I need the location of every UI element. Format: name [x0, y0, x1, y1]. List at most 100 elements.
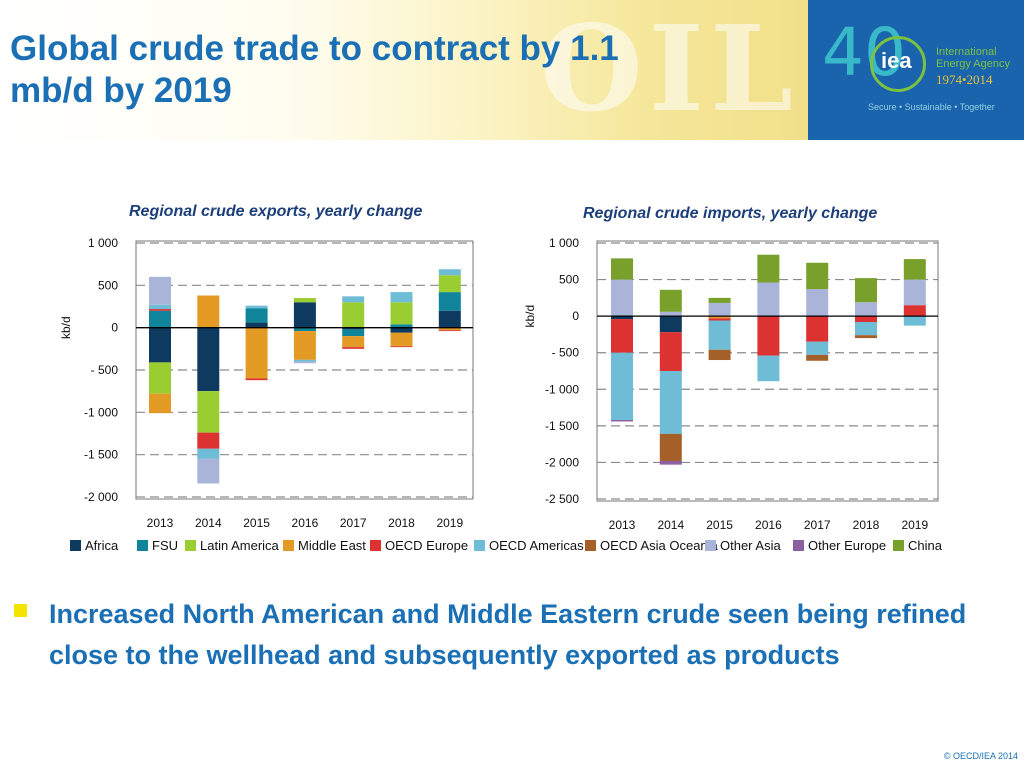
- exports-bar-segment: [390, 327, 413, 333]
- imports-bar-segment: [757, 282, 780, 317]
- chart-legend: Africa FSU Latin America Middle East OECD Eu…: [70, 538, 970, 556]
- exports-bar-segment: [342, 302, 365, 328]
- imports-bar-segment: [806, 316, 829, 342]
- imports-x-tick-label: 2019: [901, 518, 928, 532]
- exports-bar-segment: [245, 308, 268, 323]
- legend-label: Other Europe: [808, 538, 887, 553]
- imports-bar-segment: [708, 320, 731, 350]
- header-banner: [0, 0, 808, 140]
- exports-bar-segment: [438, 275, 461, 293]
- exports-bar-segment: [293, 302, 316, 328]
- legend-item: Other Asia: [705, 538, 781, 553]
- exports-bar-segment: [342, 327, 365, 330]
- legend-swatch: [793, 540, 804, 551]
- imports-bar-segment: [708, 318, 731, 321]
- exports-bar-segment: [390, 346, 413, 348]
- imports-y-tick-label: -1 000: [545, 382, 579, 396]
- copyright: © OECD/IEA 2014: [943, 751, 1018, 761]
- exports-x-tick-label: 2016: [292, 516, 319, 530]
- imports-bar-segment: [757, 355, 780, 382]
- exports-y-axis-label: kb/d: [59, 316, 73, 339]
- legend-swatch: [70, 540, 81, 551]
- imports-bar-segment: [903, 259, 926, 280]
- legend-swatch: [137, 540, 148, 551]
- imports-bar-segment: [708, 302, 731, 317]
- logo-tagline: Secure • Sustainable • Together: [868, 102, 995, 112]
- exports-bar-segment: [197, 432, 220, 449]
- logo-line-2: Energy Agency: [936, 58, 1010, 70]
- imports-bar-segment: [659, 433, 682, 461]
- exports-x-tick-label: 2014: [195, 516, 222, 530]
- imports-x-tick-label: 2015: [706, 518, 733, 532]
- exports-bar-segment: [149, 327, 171, 363]
- imports-y-tick-label: 500: [559, 273, 579, 287]
- imports-bar-segment: [611, 316, 633, 320]
- imports-bar-segment: [659, 371, 682, 434]
- exports-bar-segment: [438, 327, 461, 331]
- imports-x-tick-label: 2018: [853, 518, 880, 532]
- exports-chart: 1 000 500 0 - 500 -1 000 -1 500 -2 000 2013 2014…: [59, 236, 474, 530]
- imports-x-tick-label: 2017: [804, 518, 831, 532]
- imports-bar-segment: [806, 354, 829, 361]
- imports-y-tick-label: - 500: [552, 346, 580, 360]
- imports-bar-segment: [611, 258, 633, 280]
- legend-item: Middle East: [283, 538, 366, 553]
- imports-y-tick-label: -1 500: [545, 419, 579, 433]
- imports-y-axis-label: kb/d: [523, 305, 537, 328]
- legend-label: OECD Asia Oceania: [600, 538, 718, 553]
- exports-y-tick-label: -1 000: [84, 405, 118, 419]
- imports-chart: 1 000 500 0 - 500 -1 000 -1 500 -2 000 -2 500 20…: [523, 236, 939, 532]
- exports-bar-segment: [293, 331, 316, 360]
- exports-bar-segment: [245, 305, 268, 309]
- exports-bar-segment: [245, 327, 268, 379]
- imports-x-tick-label: 2013: [609, 518, 636, 532]
- exports-bar-segment: [438, 269, 461, 276]
- logo-line-1: International: [936, 46, 997, 58]
- charts-canvas: 1 000 500 0 - 500 -1 000 -1 500 -2 000 2013 2014…: [59, 236, 939, 532]
- exports-bar-segment: [293, 298, 316, 303]
- bullet-square-icon: [14, 604, 27, 617]
- exports-bar-segment: [438, 292, 461, 311]
- exports-y-tick-label: 0: [111, 321, 118, 335]
- imports-bar-segment: [659, 460, 682, 465]
- legend-label: Middle East: [298, 538, 366, 553]
- imports-x-tick-label: 2014: [657, 518, 684, 532]
- legend-swatch: [185, 540, 196, 551]
- exports-bar-segment: [149, 362, 171, 394]
- legend-item: OECD Europe: [370, 538, 468, 553]
- exports-bar-segment: [245, 378, 268, 381]
- imports-bar-segment: [855, 278, 877, 303]
- imports-bar-segment: [855, 302, 877, 317]
- imports-bar-segment: [855, 335, 877, 339]
- legend-label: Africa: [85, 538, 119, 553]
- imports-x-tick-label: 2016: [755, 518, 782, 532]
- imports-bar-segment: [708, 316, 731, 319]
- exports-bar-segment: [438, 330, 461, 332]
- imports-bar-segment: [903, 279, 926, 306]
- imports-y-tick-label: 1 000: [549, 236, 579, 250]
- imports-y-tick-label: 0: [572, 309, 579, 323]
- imports-y-tick-label: -2 000: [545, 455, 579, 469]
- exports-bar-segment: [390, 332, 413, 347]
- exports-bar-segment: [342, 336, 365, 348]
- imports-bar-segment: [806, 341, 829, 355]
- legend-item: Other Europe: [793, 538, 886, 553]
- exports-x-tick-label: 2019: [436, 516, 463, 530]
- exports-bar-segment: [149, 309, 171, 311]
- exports-x-tick-label: 2015: [243, 516, 270, 530]
- exports-bar-segment: [390, 324, 413, 328]
- imports-bar-segment: [903, 305, 926, 317]
- exports-y-tick-label: -2 000: [84, 490, 118, 504]
- logo-ring-icon: [870, 36, 926, 92]
- legend-item: Africa: [70, 538, 118, 553]
- banner-watermark: OIL: [540, 0, 799, 138]
- exports-bar-segment: [438, 310, 461, 328]
- exports-bar-segment: [390, 292, 413, 303]
- imports-bar-segment: [806, 262, 829, 290]
- exports-bar-segment: [149, 276, 171, 305]
- imports-bar-segment: [708, 349, 731, 361]
- legend-item: FSU: [137, 538, 178, 553]
- legend-label: Latin America: [200, 538, 279, 553]
- bullet-text: Increased North American and Middle East…: [49, 599, 967, 670]
- imports-y-tick-label: -2 500: [545, 492, 579, 506]
